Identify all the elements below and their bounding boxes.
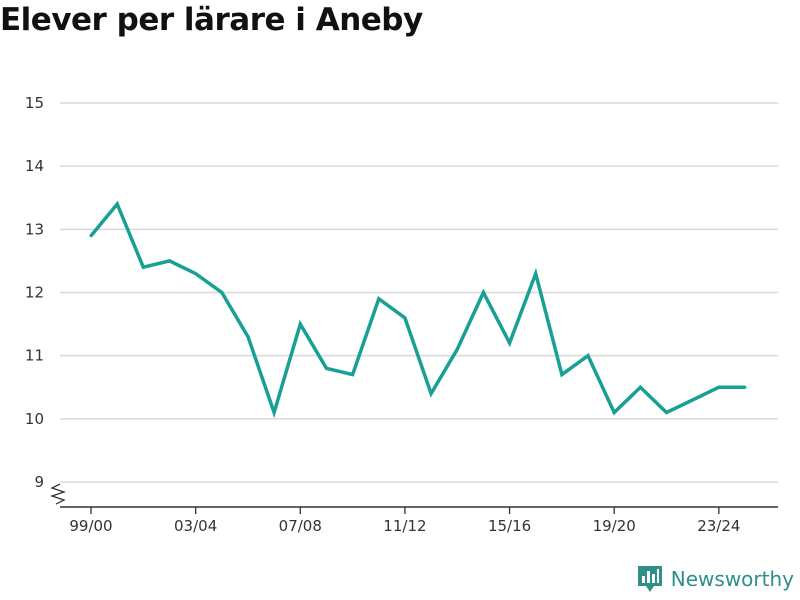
data-point	[403, 316, 407, 320]
data-point	[612, 411, 616, 414]
data-point	[298, 322, 302, 326]
data-point	[351, 373, 355, 377]
data-point	[272, 411, 276, 414]
x-tick-label: 99/00	[69, 517, 112, 535]
newsworthy-logo-icon	[637, 566, 662, 592]
data-point	[481, 291, 485, 294]
data-series	[89, 200, 747, 419]
data-point	[89, 234, 93, 238]
data-point	[115, 202, 119, 206]
x-tick-label: 23/24	[697, 517, 740, 535]
grid-lines	[60, 102, 778, 483]
y-tick-label: 9	[34, 473, 44, 491]
y-tick-label: 15	[25, 94, 44, 112]
y-tick-label: 13	[25, 220, 44, 238]
x-tick-label: 19/20	[593, 517, 636, 535]
data-point	[586, 354, 590, 358]
newsworthy-brand: Newsworthy	[637, 564, 794, 594]
data-point	[246, 335, 250, 339]
y-axis-tick-labels: 9 10 11 12 13 14 15	[25, 94, 44, 491]
data-point	[324, 366, 328, 370]
data-point	[455, 347, 459, 351]
series-line-0	[89, 200, 745, 419]
data-point	[743, 385, 747, 389]
x-tick-label: 07/08	[279, 517, 322, 535]
axes	[49, 483, 778, 508]
data-point	[560, 373, 564, 377]
data-point	[377, 297, 381, 301]
x-tick-label: 15/16	[488, 517, 531, 535]
x-axis-tick-labels: 99/00 03/04 07/08 11/12 15/16 19/20 23/24	[69, 507, 740, 535]
axis-break-icon	[49, 483, 67, 505]
y-tick-label: 11	[25, 347, 44, 365]
data-point	[691, 398, 695, 402]
y-tick-label: 12	[25, 284, 44, 302]
data-point	[141, 265, 145, 269]
data-point	[220, 291, 224, 294]
data-point	[717, 385, 721, 389]
x-tick-label: 11/12	[383, 517, 426, 535]
x-tick-label: 03/04	[174, 517, 217, 535]
data-point	[665, 411, 668, 414]
chart-title: Elever per lärare i Aneby	[0, 2, 423, 38]
data-point	[429, 392, 433, 396]
data-point	[508, 341, 512, 345]
data-point	[638, 385, 642, 389]
brand-name: Newsworthy	[670, 567, 794, 591]
y-tick-label: 14	[25, 157, 44, 175]
data-point	[194, 272, 198, 276]
data-point	[168, 259, 171, 263]
data-point	[534, 272, 538, 276]
y-tick-label: 10	[25, 410, 44, 428]
